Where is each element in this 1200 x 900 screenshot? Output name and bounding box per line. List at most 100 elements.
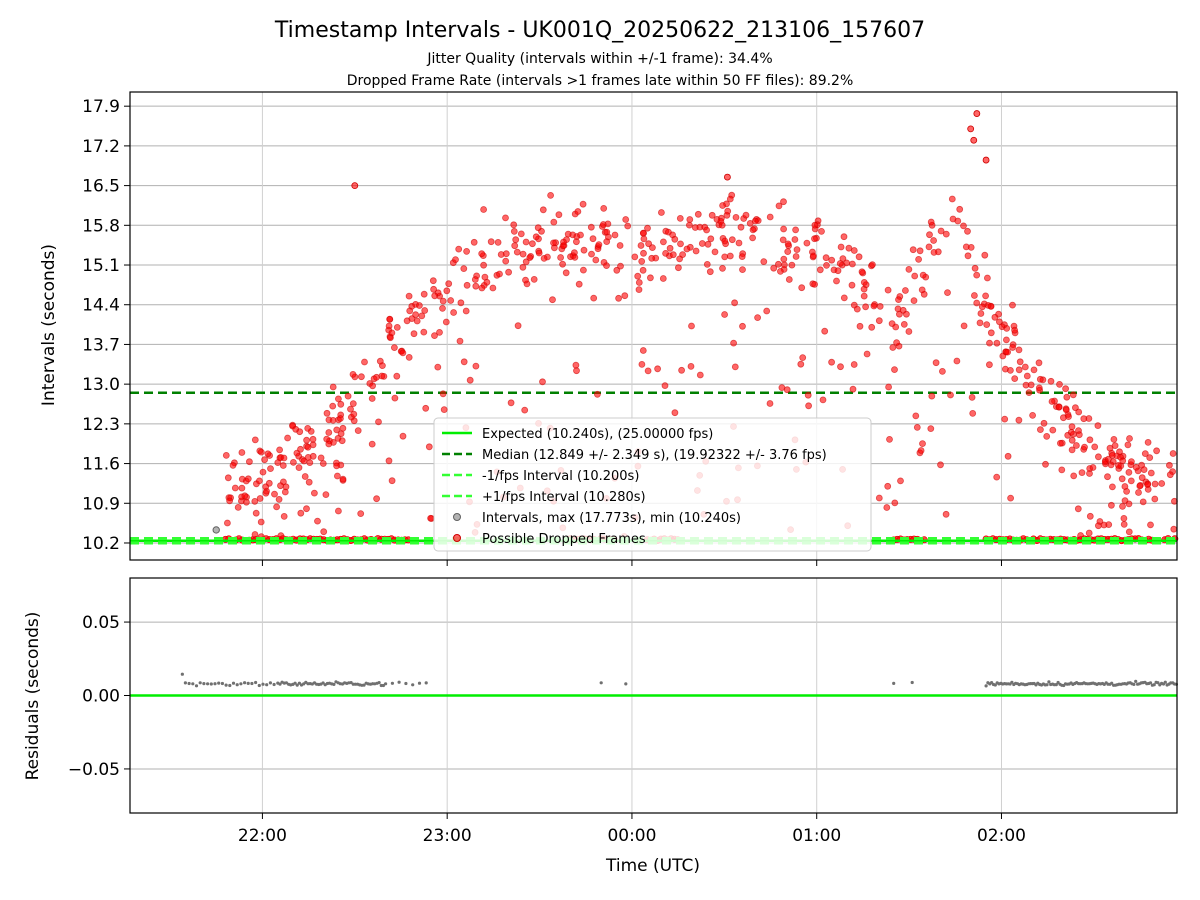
dropped-frame-point — [986, 339, 993, 347]
dropped-frame-point — [224, 474, 232, 482]
legend-intervals-label: Intervals, max (17.773s), min (10.240s) — [482, 511, 741, 526]
dropped-frame-point — [1119, 457, 1127, 465]
dropped-frame-point — [617, 262, 624, 270]
dropped-frame-point — [231, 484, 239, 492]
dropped-frame-point — [1135, 489, 1142, 496]
dropped-frame-point — [267, 465, 274, 473]
x-tick-label: 01:00 — [792, 826, 841, 846]
residual-point — [624, 682, 628, 686]
dropped-frame-point — [301, 473, 309, 480]
dropped-frame-point — [529, 240, 536, 248]
dropped-frame-point — [259, 468, 267, 476]
dropped-frame-point — [502, 214, 509, 222]
dropped-frame-point — [297, 509, 305, 517]
dropped-frame-point — [660, 238, 667, 246]
dropped-frame-point — [1147, 469, 1155, 477]
dropped-frame-point — [721, 237, 729, 245]
top-plot-frame — [129, 91, 1178, 561]
dropped-frame-point — [431, 292, 439, 300]
dropped-frame-point — [819, 396, 827, 404]
dropped-frame-point — [892, 323, 900, 331]
dropped-frame-point — [1120, 521, 1128, 528]
dropped-frame-point — [462, 307, 470, 315]
dropped-frame-point — [970, 136, 978, 144]
dropped-frame-point — [1105, 455, 1112, 463]
dropped-frame-point — [1136, 482, 1144, 490]
x-tick-label: 23:00 — [423, 826, 472, 846]
residual-point — [910, 680, 914, 685]
residual-point — [194, 684, 199, 688]
dropped-frame-point — [1115, 461, 1122, 469]
dropped-frame-point — [573, 367, 580, 375]
dropped-frame-point — [410, 330, 418, 338]
dropped-frame-point — [361, 358, 368, 366]
dropped-frame-point — [514, 322, 522, 330]
dropped-frame-point — [977, 310, 985, 317]
dropped-frame-point — [388, 477, 396, 485]
dropped-frame-point — [222, 451, 230, 459]
dropped-frame-point — [676, 255, 683, 263]
dropped-frame-point — [932, 359, 940, 367]
dropped-frame-point — [559, 260, 566, 268]
dropped-frame-point — [408, 315, 416, 323]
dropped-frame-point — [726, 195, 734, 203]
dropped-frame-point — [805, 402, 812, 410]
dropped-frame-point — [349, 400, 357, 408]
dropped-frame-point — [1144, 481, 1151, 489]
dropped-frame-point — [310, 489, 318, 497]
dropped-frame-point — [928, 392, 936, 400]
dropped-frame-point — [798, 284, 806, 292]
dropped-frame-point — [902, 287, 909, 294]
residual-point — [243, 681, 247, 685]
dropped-frame-point — [810, 252, 817, 260]
dropped-frame-point — [466, 376, 474, 384]
dropped-frame-point — [317, 454, 325, 462]
residual-point — [295, 683, 299, 687]
residual-point — [1163, 680, 1167, 684]
residual-point — [209, 682, 213, 686]
top-ytick-label: 17.2 — [82, 137, 120, 157]
dropped-frame-point — [592, 256, 600, 264]
dropped-frame-point — [489, 284, 497, 292]
dropped-frame-point — [850, 247, 858, 254]
dropped-frame-point — [1089, 464, 1097, 471]
dropped-frame-point — [1146, 454, 1154, 462]
residual-point — [187, 681, 191, 686]
dropped-frame-point — [640, 249, 647, 257]
dropped-frame-point — [1100, 521, 1108, 529]
dropped-frame-point — [799, 354, 807, 362]
dropped-frame-point — [1067, 428, 1075, 436]
dropped-frame-point — [984, 301, 992, 309]
dropped-frame-point — [547, 191, 554, 199]
dropped-frame-point — [329, 402, 337, 410]
residual-point — [1045, 683, 1049, 687]
dropped-frame-point — [671, 409, 679, 417]
residual-point — [1132, 682, 1136, 687]
dropped-frame-point — [707, 235, 715, 243]
dropped-frame-point — [837, 243, 845, 251]
residual-point — [1148, 681, 1153, 685]
dropped-frame-point — [1166, 461, 1173, 469]
dropped-frame-point — [811, 280, 818, 288]
dropped-frame-point — [319, 460, 327, 467]
dropped-frame-point — [425, 443, 433, 451]
residual-point — [239, 682, 243, 686]
dropped-frame-point — [471, 276, 479, 283]
dropped-frame-point — [927, 425, 935, 433]
dropped-frame-point — [368, 395, 376, 402]
dropped-frame-point — [982, 156, 990, 164]
dropped-frame-point — [580, 266, 587, 274]
dropped-frame-point — [889, 344, 897, 351]
dropped-frame-point — [694, 210, 702, 218]
dropped-frame-point — [373, 495, 381, 503]
dropped-frame-point — [884, 286, 892, 294]
dropped-frame-point — [572, 361, 580, 369]
dropped-frame-point — [671, 235, 679, 243]
dropped-frame-point — [494, 238, 502, 246]
top-ytick-label: 10.9 — [82, 494, 120, 514]
dropped-frame-point — [897, 477, 904, 485]
dropped-frame-point — [517, 230, 525, 238]
dropped-frame-point — [405, 353, 413, 361]
dropped-frame-point — [895, 296, 902, 304]
residual-point — [246, 681, 250, 686]
